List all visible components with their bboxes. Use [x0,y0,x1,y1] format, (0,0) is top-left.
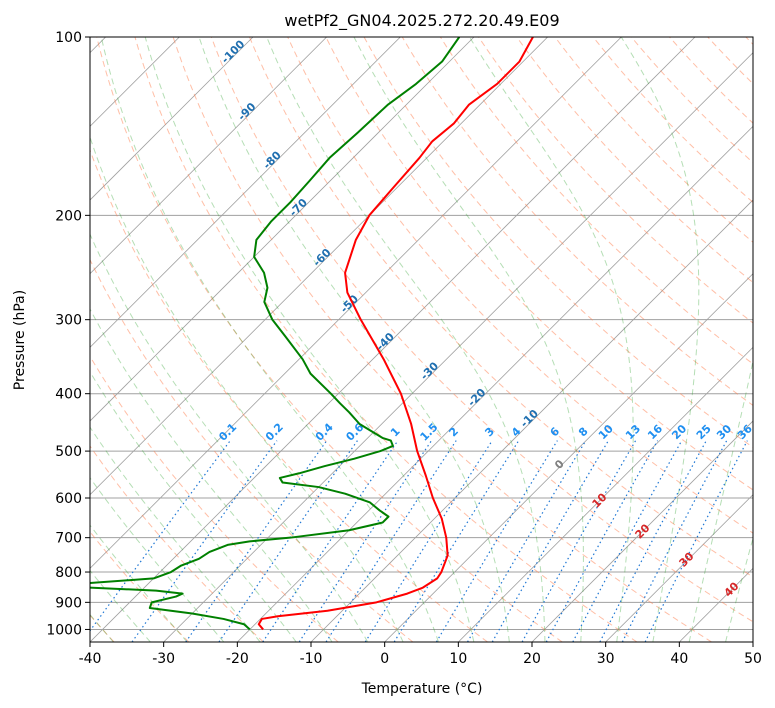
moist-adiabat-line [198,37,510,642]
moist-adiabat-line [90,370,297,642]
y-tick-label: 300 [55,313,82,329]
dry-adiabat-line [287,37,753,534]
dry-adiabat-line [210,37,753,623]
plot-frame [89,36,754,643]
mixing-ratio-line [466,440,587,642]
moist-adiabat-line [90,426,261,642]
isotherm-line [90,37,696,642]
x-tick-label: 40 [670,651,688,667]
moist-adiabat-line [353,37,584,642]
mixing-ratio-line [393,440,520,642]
isotherm-line [90,37,327,275]
mixing-ratio-line [364,440,493,642]
y-tick-label: 400 [55,387,82,403]
moist-adiabat-line [266,37,546,642]
moist-adiabat-line [144,37,475,642]
isotherm-line [90,37,548,496]
dry-adiabat-line [249,37,753,578]
x-tick-label: -30 [152,651,175,667]
isotherm-line [384,273,753,642]
mixing-ratio-line [644,440,748,642]
moist-adiabat-line [90,233,369,642]
isotherm-line [605,494,753,642]
mixing-ratio-line [621,440,728,642]
y-tick-label: 1000 [46,622,82,638]
moist-adiabat-line [725,536,753,642]
dry-adiabat-line [172,37,712,642]
x-tick-label: 10 [449,651,467,667]
isotherm-line [458,346,753,642]
y-tick-label: 100 [55,30,82,46]
chart-title: wetPf2_GN04.2025.272.20.49.E09 [284,11,559,31]
x-axis-label: Temperature (°C) [361,681,483,697]
x-tick-label: 0 [380,651,389,667]
y-tick-label: 800 [55,565,82,581]
mixing-ratio-line [491,440,609,642]
moist-adiabat-line [90,524,188,642]
temperature-profile-line [257,37,534,631]
isotherm-line [90,37,254,201]
dry-adiabat-line [90,258,414,642]
x-tick-label: -20 [226,651,249,667]
moist-adiabat-line [100,37,439,642]
isotherm-line [531,420,753,642]
dry-adiabat-line [516,37,753,284]
y-tick-label: 500 [55,444,82,460]
y-tick-label: 900 [55,595,82,611]
mixing-ratio-line [435,440,558,642]
dry-adiabat-line [325,37,753,491]
y-tick-label: 700 [55,531,82,547]
mixing-ratio-line [599,440,707,642]
dewpoint-profile-line [90,37,461,631]
mixing-ratio-line [572,440,683,642]
isotherm-line [310,199,753,642]
x-tick-label: 50 [744,651,762,667]
isotherm-line [163,52,753,642]
mixing-ratio-line [521,440,637,642]
isotherm-line [237,125,753,642]
mixing-ratio-line [185,440,328,642]
moist-adiabat-line [688,358,753,642]
isotherm-line [90,37,622,569]
y-tick-label: 200 [55,208,82,224]
x-tick-label: -10 [300,651,323,667]
y-axis-label: Pressure (hPa) [12,290,28,390]
mixing-ratio-line [298,440,432,642]
isotherm-line [90,37,475,422]
mixing-ratio-line [131,440,278,642]
y-tick-label: 600 [55,491,82,507]
x-tick-label: 20 [523,651,541,667]
moist-adiabat-line [90,569,151,642]
moist-adiabat-line [90,476,225,642]
mixing-ratio-line [545,440,659,642]
dry-adiabat-line [134,37,638,642]
x-tick-label: -40 [79,651,102,667]
axis-ticks: -40 -30 -20 -10 0 10 20 30 40 50 1000 900 800 700 600 5… [46,30,762,667]
dry-adiabat-line [96,37,563,642]
x-tick-label: 30 [597,651,615,667]
moist-adiabat-line [90,135,404,642]
dry-adiabat-line [90,445,264,642]
moist-adiabat-line [90,308,333,642]
moist-adiabat-line [620,37,700,642]
